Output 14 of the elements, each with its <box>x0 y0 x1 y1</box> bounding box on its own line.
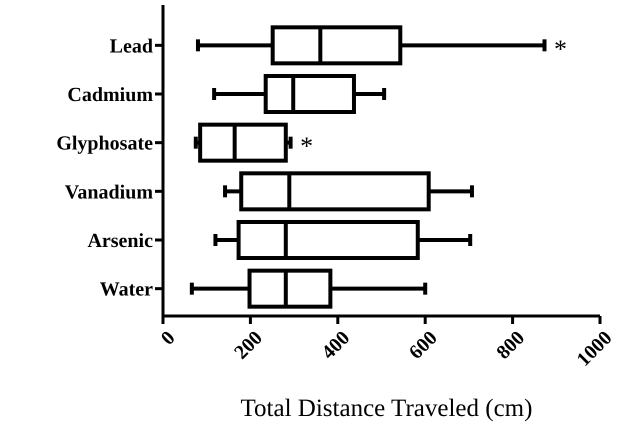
x-tick-label: 200 <box>230 326 267 364</box>
y-tick-label: Lead <box>110 35 153 58</box>
y-tick-label: Arsenic <box>87 230 154 252</box>
y-tick-label: Cadmium <box>67 84 154 106</box>
x-tick-label: 400 <box>318 326 354 364</box>
x-axis-title: Total Distance Traveled (cm) <box>240 395 532 422</box>
y-tick-label: Glyphosate <box>56 132 154 155</box>
x-tick-label: 800 <box>492 326 530 364</box>
annotation: * <box>554 34 567 64</box>
annotation: * <box>300 132 314 161</box>
x-tick-label: 600 <box>404 326 442 364</box>
x-tick-label: 0 <box>156 326 180 350</box>
y-tick-label: Vanadium <box>64 181 154 204</box>
y-tick-label: Water <box>100 278 154 301</box>
